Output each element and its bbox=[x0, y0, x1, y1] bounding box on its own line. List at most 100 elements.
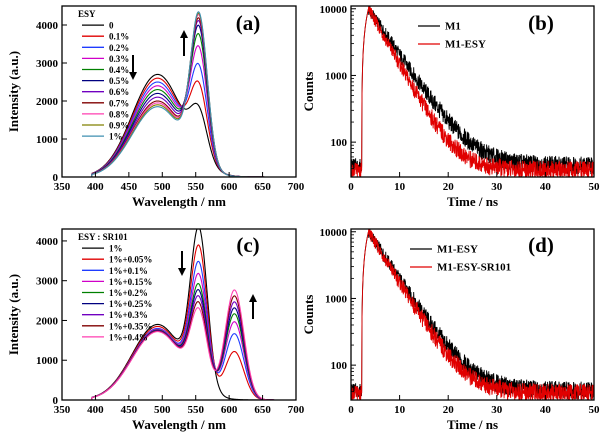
axes-frame-b bbox=[350, 5, 595, 178]
series-line-b-1 bbox=[351, 6, 594, 177]
y-tick-label-d-0: 100 bbox=[331, 360, 348, 372]
series-line-c-0 bbox=[62, 229, 296, 400]
arrow-up-a bbox=[180, 30, 188, 38]
series-line-c-8 bbox=[62, 289, 296, 400]
x-tick-label-c-0: 350 bbox=[54, 404, 71, 416]
panel-a: 350 400 450 500 550 600 650 700 0 1000 2000 3000 400… bbox=[6, 5, 305, 209]
y-tick-label-b-2: 10000 bbox=[320, 4, 348, 16]
arrow-down-c bbox=[178, 268, 186, 276]
legend-label-a-9: 0.9% bbox=[109, 121, 129, 131]
y-tick-label-c-1: 1000 bbox=[36, 355, 59, 367]
series-line-a-9 bbox=[62, 12, 296, 177]
y-axis-label-c: Intensity (a.u.) bbox=[6, 274, 21, 355]
y-tick-label-c-0: 0 bbox=[53, 395, 59, 407]
legend-c: ESY : SR1011%1%+0.05%1%+0.1%1%+0.15%1%+0… bbox=[78, 232, 152, 342]
plot-area-c bbox=[62, 229, 296, 400]
x-tick-label-b-0: 0 bbox=[348, 181, 354, 193]
x-tick-label-c-7: 700 bbox=[288, 404, 305, 416]
series-line-a-0 bbox=[62, 73, 296, 177]
x-tick-label-a-4: 550 bbox=[187, 181, 204, 193]
series-line-c-4 bbox=[62, 282, 296, 400]
x-tick-label-a-1: 400 bbox=[87, 181, 104, 193]
panel-label-d: (d) bbox=[528, 233, 554, 257]
series-line-b-0 bbox=[351, 6, 594, 175]
x-tick-label-d-0: 0 bbox=[348, 404, 354, 416]
y-tick-label-a-3: 3000 bbox=[36, 58, 59, 70]
x-tick-label-c-2: 450 bbox=[121, 404, 138, 416]
y-tick-label-a-4: 4000 bbox=[36, 20, 59, 32]
panel-d: 0 10 20 30 40 50 100 1000 10000 Time / ns Counts (d… bbox=[301, 227, 600, 432]
plot-area-d bbox=[351, 229, 594, 400]
legend-label-a-5: 0.5% bbox=[109, 76, 129, 86]
x-tick-label-d-2: 20 bbox=[443, 404, 455, 416]
y-tick-label-a-0: 0 bbox=[53, 172, 59, 184]
arrow-down-a bbox=[129, 72, 137, 80]
y-axis-label-a: Intensity (a.u.) bbox=[6, 51, 21, 132]
x-tick-label-b-5: 50 bbox=[589, 181, 600, 193]
legend-label-c-8: 1%+0.4% bbox=[109, 332, 148, 342]
legend-label-c-6: 1%+0.3% bbox=[109, 310, 148, 320]
x-tick-label-a-0: 350 bbox=[54, 181, 71, 193]
x-tick-label-c-5: 600 bbox=[221, 404, 238, 416]
legend-label-d-1: M1-ESY-SR101 bbox=[437, 262, 511, 274]
legend-b: M1 M1-ESY bbox=[418, 21, 486, 51]
legend-label-a-10: 1% bbox=[109, 132, 123, 142]
legend-label-c-3: 1%+0.15% bbox=[109, 277, 152, 287]
series-line-a-1 bbox=[62, 77, 296, 177]
y-tick-label-b-0: 100 bbox=[331, 137, 348, 149]
y-tick-label-c-2: 2000 bbox=[36, 315, 59, 327]
y-tick-label-a-1: 1000 bbox=[36, 134, 59, 146]
y-tick-label-a-2: 2000 bbox=[36, 96, 59, 108]
series-line-a-6 bbox=[62, 19, 296, 177]
legend-title-a: ESY bbox=[78, 9, 96, 19]
y-tick-label-b-1: 1000 bbox=[325, 70, 348, 82]
legend-label-d-0: M1-ESY bbox=[437, 244, 478, 256]
panel-b: 0 10 20 30 40 50 100 1000 10000 Time / ns Counts (b… bbox=[301, 4, 600, 209]
x-tick-label-d-1: 10 bbox=[394, 404, 406, 416]
x-tick-label-a-7: 700 bbox=[288, 181, 305, 193]
x-tick-label-a-5: 600 bbox=[221, 181, 238, 193]
x-tick-label-a-6: 650 bbox=[254, 181, 271, 193]
legend-label-a-4: 0.4% bbox=[109, 65, 129, 75]
x-tick-label-b-2: 20 bbox=[443, 181, 455, 193]
arrow-up-c bbox=[249, 294, 257, 302]
x-axis-label-d: Time / ns bbox=[447, 417, 498, 432]
legend-d: M1-ESY M1-ESY-SR101 bbox=[410, 244, 511, 274]
legend-label-c-2: 1%+0.1% bbox=[109, 266, 148, 276]
x-tick-label-c-3: 500 bbox=[154, 404, 171, 416]
legend-label-c-5: 1%+0.25% bbox=[109, 299, 152, 309]
x-tick-label-b-4: 40 bbox=[540, 181, 552, 193]
x-tick-label-d-4: 40 bbox=[540, 404, 552, 416]
x-tick-label-a-2: 450 bbox=[121, 181, 138, 193]
series-line-d-1 bbox=[351, 229, 594, 400]
legend-label-a-0: 0 bbox=[109, 21, 114, 31]
x-tick-label-b-1: 10 bbox=[394, 181, 406, 193]
series-line-c-2 bbox=[62, 260, 296, 400]
legend-label-a-6: 0.6% bbox=[109, 87, 129, 97]
panel-c: 350 400 450 500 550 600 650 700 0 1000 2000 3000 400… bbox=[6, 228, 305, 432]
x-axis-label-a: Wavelength / nm bbox=[132, 194, 226, 209]
axes-frame-c bbox=[61, 228, 297, 401]
x-axis-label-c: Wavelength / nm bbox=[132, 417, 226, 432]
panel-label-c: (c) bbox=[236, 233, 259, 257]
legend-label-a-1: 0.1% bbox=[109, 32, 129, 42]
legend-label-c-1: 1%+0.05% bbox=[109, 255, 152, 265]
legend-label-a-3: 0.3% bbox=[109, 54, 129, 64]
x-tick-label-d-3: 30 bbox=[491, 404, 503, 416]
legend-label-c-4: 1%+0.2% bbox=[109, 288, 148, 298]
y-tick-label-d-1: 1000 bbox=[325, 293, 348, 305]
legend-label-c-7: 1%+0.35% bbox=[109, 321, 152, 331]
y-axis-label-d: Counts bbox=[301, 295, 316, 335]
y-axis-label-b: Counts bbox=[301, 72, 316, 112]
plot-area-b bbox=[351, 6, 594, 177]
y-tick-label-c-3: 3000 bbox=[36, 276, 59, 288]
y-tick-label-c-4: 4000 bbox=[36, 236, 59, 248]
axes-frame-d bbox=[350, 228, 595, 401]
series-line-a-8 bbox=[62, 13, 296, 177]
x-tick-label-d-5: 50 bbox=[589, 404, 600, 416]
panel-label-a: (a) bbox=[236, 11, 261, 35]
panel-label-b: (b) bbox=[528, 11, 554, 35]
legend-label-b-0: M1 bbox=[445, 21, 461, 33]
legend-a: ESY 00.1%0.2%0.3%0.4%0.5%0.6%0.7%0.8% 0.9%… bbox=[78, 9, 129, 142]
